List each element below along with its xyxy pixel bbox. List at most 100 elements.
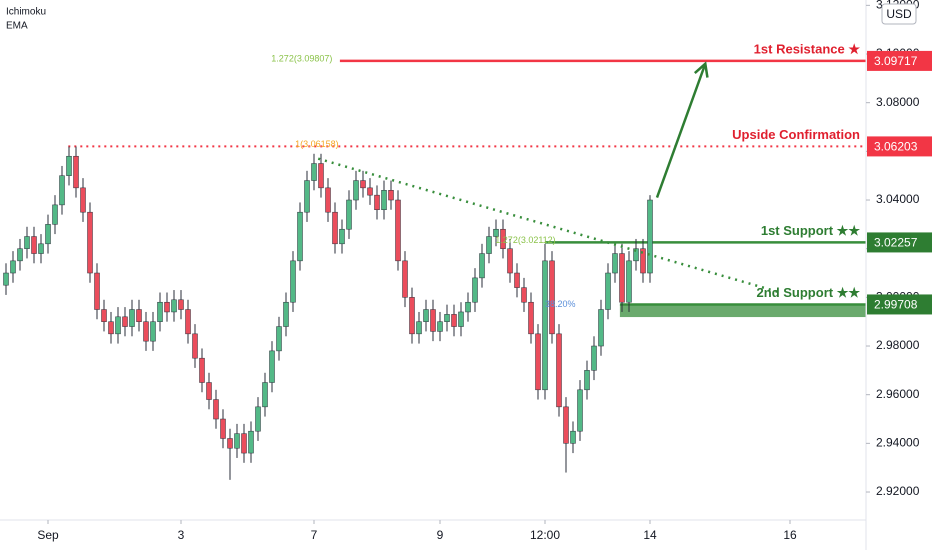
arrow-head bbox=[693, 61, 709, 78]
x-tick-label: 14 bbox=[643, 528, 657, 542]
candle-body bbox=[325, 187, 331, 213]
candle-body bbox=[24, 236, 30, 249]
candle-body bbox=[458, 311, 464, 327]
price-box-label: 2.99708 bbox=[874, 298, 918, 312]
candle-body bbox=[157, 301, 163, 322]
x-tick-label: 16 bbox=[783, 528, 797, 542]
candle-body bbox=[591, 345, 597, 371]
candle-body bbox=[52, 204, 58, 225]
candle-body bbox=[122, 316, 128, 327]
candle-body bbox=[465, 301, 471, 313]
candle-body bbox=[360, 180, 366, 189]
candle-body bbox=[367, 187, 373, 196]
fib-label: 1.272(3.09807) bbox=[271, 53, 332, 63]
candle-body bbox=[206, 382, 212, 400]
candle-body bbox=[640, 248, 646, 274]
candle-body bbox=[87, 211, 93, 274]
candle-body bbox=[619, 253, 625, 303]
y-tick-label: 2.98000 bbox=[876, 338, 920, 352]
level-name: 1st Resistance ★ bbox=[754, 41, 861, 56]
candle-body bbox=[381, 190, 387, 211]
y-tick-label: 3.04000 bbox=[876, 192, 920, 206]
fib-label: 38.20% bbox=[545, 299, 576, 309]
candle-body bbox=[444, 314, 450, 322]
candle-body bbox=[45, 224, 51, 245]
price-box bbox=[867, 136, 932, 157]
candle-body bbox=[283, 301, 289, 327]
candle-body bbox=[178, 299, 184, 310]
support-zone bbox=[619, 304, 866, 318]
price-box-label: 3.06203 bbox=[874, 140, 918, 154]
candle-body bbox=[535, 333, 541, 391]
candle-body bbox=[94, 272, 100, 310]
candle-body bbox=[472, 277, 478, 303]
candle-body bbox=[388, 190, 394, 201]
candle-body bbox=[3, 272, 9, 286]
currency-box bbox=[881, 3, 917, 25]
candle-body bbox=[521, 287, 527, 303]
candle-body bbox=[486, 236, 492, 254]
candle-body bbox=[227, 438, 233, 449]
candle-body bbox=[570, 430, 576, 444]
candle-body bbox=[542, 260, 548, 391]
indicator-label: EMA bbox=[6, 21, 28, 32]
price-axis bbox=[866, 0, 932, 550]
candle-body bbox=[73, 155, 79, 189]
candle-body bbox=[59, 175, 65, 206]
candle-body bbox=[199, 357, 205, 383]
candle-body bbox=[304, 180, 310, 213]
price-box-label: 3.02257 bbox=[874, 236, 918, 250]
candle-body bbox=[556, 333, 562, 408]
fib-label: 1(3.06158) bbox=[295, 139, 339, 149]
candle-body bbox=[500, 228, 506, 249]
candle-body bbox=[374, 194, 380, 211]
candle-body bbox=[549, 260, 555, 335]
candle-body bbox=[437, 321, 443, 332]
level-name: 1st Support ★★ bbox=[761, 223, 860, 238]
candle-body bbox=[339, 228, 345, 245]
candle-body bbox=[563, 406, 569, 444]
candle-body bbox=[108, 321, 114, 335]
candle-body bbox=[416, 321, 422, 335]
y-tick-label: 2.94000 bbox=[876, 436, 920, 450]
price-box-label: 3.09717 bbox=[874, 54, 918, 68]
candle-body bbox=[423, 309, 429, 322]
price-box bbox=[867, 294, 932, 315]
y-tick-label: 2.92000 bbox=[876, 484, 920, 498]
candle-body bbox=[290, 260, 296, 303]
y-tick-label: 2.96000 bbox=[876, 387, 920, 401]
candle-body bbox=[248, 430, 254, 454]
candle-body bbox=[101, 309, 107, 322]
candle-body bbox=[38, 243, 44, 254]
candle-body bbox=[136, 309, 142, 322]
candle-body bbox=[220, 418, 226, 439]
candle-body bbox=[353, 180, 359, 201]
candle-body bbox=[493, 228, 499, 237]
candle-body bbox=[409, 297, 415, 335]
price-box bbox=[867, 232, 932, 253]
x-tick-label: 9 bbox=[437, 528, 444, 542]
candle-body bbox=[241, 433, 247, 454]
candle-body bbox=[605, 272, 611, 310]
candle-body bbox=[297, 211, 303, 262]
candle-body bbox=[598, 309, 604, 347]
candle-body bbox=[66, 155, 72, 176]
candle-body bbox=[17, 248, 23, 262]
candle-body bbox=[402, 260, 408, 298]
candle-body bbox=[647, 199, 653, 274]
candle-body bbox=[234, 433, 240, 449]
candle-body bbox=[626, 260, 632, 303]
candle-body bbox=[115, 316, 121, 335]
candle-body bbox=[507, 248, 513, 274]
candle-body bbox=[129, 309, 135, 327]
level-name: Upside Confirmation bbox=[732, 127, 860, 142]
candle-body bbox=[346, 199, 352, 230]
candle-body bbox=[262, 382, 268, 408]
candle-body bbox=[318, 163, 324, 189]
candle-body bbox=[213, 399, 219, 420]
candle-body bbox=[269, 350, 275, 383]
fib-label: 1.272(3.02112) bbox=[495, 235, 555, 245]
x-tick-label: 3 bbox=[178, 528, 185, 542]
